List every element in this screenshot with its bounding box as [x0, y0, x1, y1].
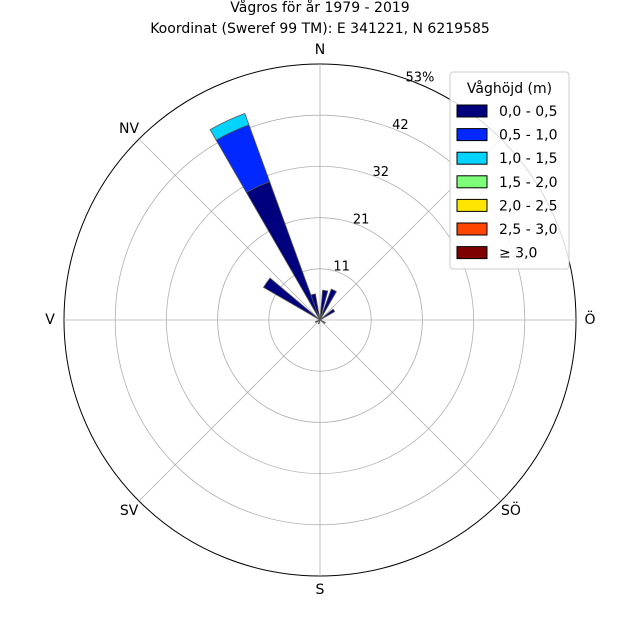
radial-tick-labels: 11 21 32 42 53% [333, 70, 434, 274]
legend-title: Våghöjd (m) [467, 80, 552, 97]
legend-label: 2,0 - 2,5 [499, 198, 557, 214]
compass-label: V [45, 312, 55, 328]
legend: Våghöjd (m) 0,0 - 0,5 0,5 - 1,0 1,0 - 1,5 1… [449, 71, 570, 270]
radial-tick-label: 11 [333, 260, 350, 275]
polar-grid [63, 63, 577, 577]
radial-tick-label: 21 [353, 212, 370, 227]
rose-bars [209, 112, 337, 325]
legend-frame [449, 71, 570, 270]
legend-label: 0,5 - 1,0 [499, 128, 557, 144]
legend-swatch [456, 222, 488, 236]
legend-label: 1,5 - 2,0 [499, 175, 557, 191]
rose-bar-segment [319, 308, 336, 321]
legend-swatch [456, 104, 488, 118]
legend-label: 2,5 - 3,0 [499, 222, 557, 238]
compass-label: N [315, 42, 325, 58]
legend-label: 0,0 - 0,5 [499, 104, 557, 120]
radial-tick-label: 53% [406, 70, 435, 85]
legend-items: 0,0 - 0,5 0,5 - 1,0 1,0 - 1,5 1,5 - 2,0 2,0 … [456, 104, 557, 262]
rose-bar-segment [319, 288, 337, 321]
rose-bar-segment [319, 289, 329, 321]
grid-spoke [319, 319, 502, 502]
legend-swatch [456, 246, 488, 260]
chart-subtitle: Koordinat (Sweref 99 TM): E 341221, N 62… [150, 21, 490, 37]
rose-bar-segment [310, 293, 321, 321]
legend-swatch [456, 128, 488, 142]
legend-label: ≥ 3,0 [499, 246, 537, 262]
chart-title: Vågros för år 1979 - 2019 [230, 0, 409, 16]
rose-bar-segment [262, 277, 321, 321]
rose-bar-segment [245, 181, 321, 321]
compass-label: SÖ [501, 501, 521, 519]
grid-spoke [138, 319, 321, 502]
compass-label: SV [120, 503, 139, 519]
compass-labels: N NV V SV S SÖ Ö [45, 42, 595, 598]
compass-label: Ö [584, 310, 595, 328]
radial-tick-label: 42 [392, 118, 409, 133]
rose-bar-segment [317, 319, 321, 325]
rose-bar-segment [314, 319, 321, 323]
legend-swatch [456, 198, 488, 212]
rose-bar-segment [209, 112, 250, 141]
legend-label: 1,0 - 1,5 [499, 151, 557, 167]
compass-label: S [316, 582, 325, 598]
compass-label: NV [119, 121, 139, 137]
rose-bar-segment [319, 319, 326, 324]
grid-spoke [138, 138, 321, 321]
legend-swatch [456, 175, 488, 189]
legend-swatch [456, 151, 488, 165]
radial-tick-label: 32 [373, 165, 390, 180]
